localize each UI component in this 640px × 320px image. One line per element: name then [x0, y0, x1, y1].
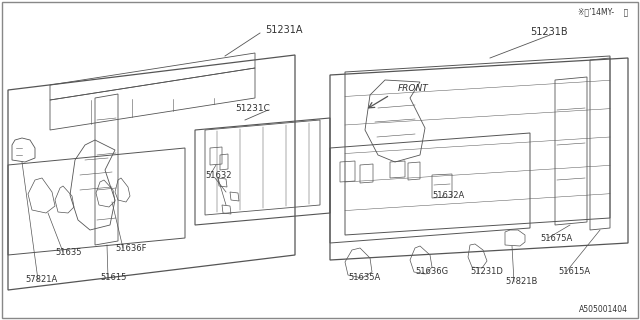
Text: 51615: 51615 [100, 274, 126, 283]
Text: 51636F: 51636F [115, 244, 147, 252]
Text: 51632: 51632 [205, 171, 232, 180]
Text: 51675A: 51675A [540, 234, 572, 243]
Text: 51635A: 51635A [348, 273, 380, 282]
Text: 57821A: 57821A [25, 276, 57, 284]
Text: 51636G: 51636G [415, 268, 448, 276]
Text: 51615A: 51615A [558, 268, 590, 276]
Text: A505001404: A505001404 [579, 306, 628, 315]
Text: ※（’14MY-    ）: ※（’14MY- ） [578, 7, 628, 17]
Text: 51635: 51635 [55, 247, 81, 257]
Text: FRONT: FRONT [398, 84, 429, 92]
Text: 57821B: 57821B [505, 277, 538, 286]
Text: 51632A: 51632A [432, 190, 464, 199]
Text: 51231D: 51231D [470, 268, 503, 276]
Text: 51231C: 51231C [235, 103, 270, 113]
Text: 51231A: 51231A [265, 25, 303, 35]
Text: 51231B: 51231B [530, 27, 568, 37]
